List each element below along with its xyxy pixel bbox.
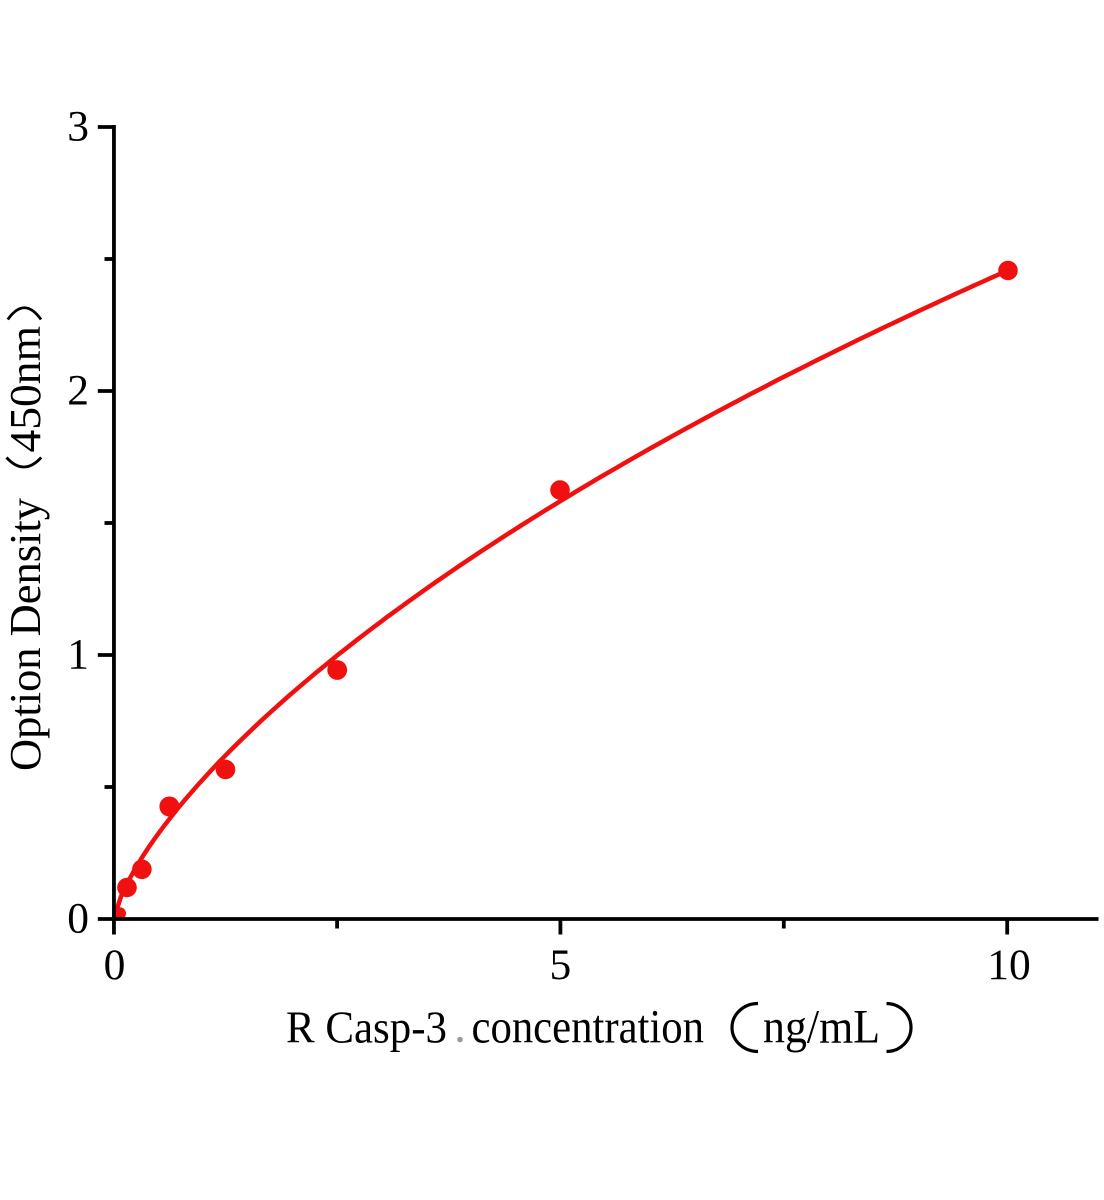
svg-text:0: 0 <box>67 894 89 942</box>
svg-text:3: 3 <box>67 102 89 150</box>
svg-text:0: 0 <box>104 941 126 989</box>
svg-text:5: 5 <box>550 941 572 989</box>
svg-text:10: 10 <box>987 941 1031 989</box>
svg-text:concentration: concentration <box>472 1001 705 1054</box>
svg-text:Option Density: Option Density <box>0 497 50 771</box>
svg-text:1: 1 <box>67 630 89 678</box>
svg-text:R Casp-3: R Casp-3 <box>286 1002 447 1053</box>
svg-text:450nm: 450nm <box>0 326 50 453</box>
svg-text:ng/mL: ng/mL <box>763 1001 880 1054</box>
svg-text:2: 2 <box>67 367 89 415</box>
